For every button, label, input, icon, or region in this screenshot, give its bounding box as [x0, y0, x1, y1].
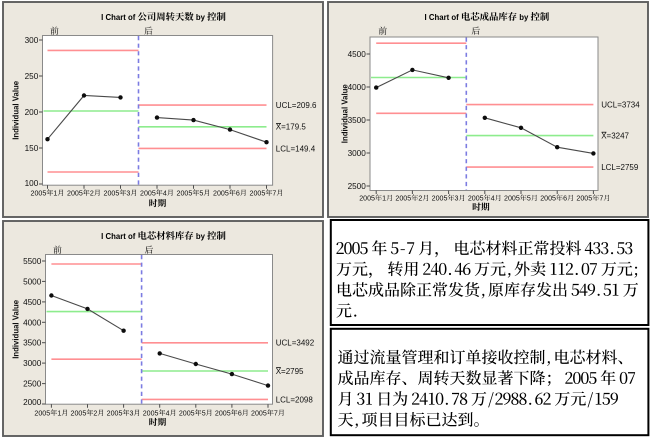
- svg-text:2500: 2500: [23, 380, 42, 389]
- svg-text:5: 5: [527, 195, 531, 203]
- svg-text:3: 3: [126, 189, 130, 197]
- svg-text:1: 1: [382, 195, 386, 203]
- svg-text:5500: 5500: [23, 257, 42, 266]
- svg-text:2005: 2005: [34, 409, 50, 417]
- svg-text:5: 5: [199, 189, 203, 197]
- svg-text:3000: 3000: [23, 359, 42, 368]
- svg-text:by: by: [196, 13, 206, 22]
- svg-text:2005: 2005: [177, 189, 193, 197]
- svg-text:7: 7: [274, 409, 278, 417]
- svg-text:X=2795: X=2795: [276, 367, 304, 376]
- svg-text:2000: 2000: [23, 398, 42, 407]
- svg-text:3: 3: [455, 195, 459, 203]
- svg-text:4000: 4000: [23, 318, 42, 327]
- svg-text:UCL=3734: UCL=3734: [601, 101, 640, 110]
- svg-text:6: 6: [563, 195, 567, 203]
- svg-text:LCL=2098: LCL=2098: [276, 395, 314, 404]
- svg-text:Individual Value: Individual Value: [341, 84, 350, 144]
- svg-text:5: 5: [202, 409, 206, 417]
- svg-text:7: 7: [272, 189, 276, 197]
- svg-text:2500: 2500: [348, 182, 367, 191]
- svg-text:300: 300: [25, 36, 39, 45]
- svg-text:I: I: [425, 13, 427, 22]
- svg-text:3500: 3500: [348, 116, 367, 125]
- svg-text:4: 4: [163, 189, 167, 197]
- svg-text:150: 150: [25, 144, 39, 153]
- svg-text:2005: 2005: [432, 195, 448, 203]
- svg-text:2005: 2005: [504, 195, 520, 203]
- svg-text:2005: 2005: [179, 409, 195, 417]
- svg-text:250: 250: [25, 72, 39, 81]
- svg-text:Chart: Chart: [105, 232, 126, 241]
- svg-text:4500: 4500: [23, 298, 42, 307]
- svg-text:6: 6: [236, 189, 240, 197]
- svg-text:2005: 2005: [104, 189, 120, 197]
- svg-text:2: 2: [90, 189, 94, 197]
- svg-text:Individual Value: Individual Value: [12, 299, 21, 359]
- svg-text:4500: 4500: [348, 50, 367, 59]
- svg-text:200: 200: [25, 108, 39, 117]
- svg-text:by: by: [519, 13, 529, 22]
- svg-text:2: 2: [93, 409, 97, 417]
- svg-text:3500: 3500: [23, 339, 42, 348]
- svg-text:2005: 2005: [215, 409, 231, 417]
- svg-text:4: 4: [491, 195, 495, 203]
- svg-text:I: I: [101, 232, 103, 241]
- svg-text:2005: 2005: [250, 189, 266, 197]
- svg-text:Chart: Chart: [429, 13, 450, 22]
- svg-text:1: 1: [53, 189, 57, 197]
- svg-text:2005: 2005: [251, 409, 267, 417]
- svg-text:of: of: [128, 13, 136, 22]
- svg-text:X=179.5: X=179.5: [276, 123, 307, 132]
- svg-text:2005: 2005: [540, 195, 556, 203]
- svg-text:UCL=3492: UCL=3492: [276, 339, 315, 348]
- svg-text:4: 4: [166, 409, 170, 417]
- svg-text:LCL=149.4: LCL=149.4: [276, 144, 316, 153]
- svg-text:of: of: [128, 232, 136, 241]
- svg-text:Individual Value: Individual Value: [12, 80, 21, 140]
- svg-text:X=3247: X=3247: [601, 132, 629, 141]
- svg-text:2005: 2005: [468, 195, 484, 203]
- svg-text:2005: 2005: [395, 195, 411, 203]
- svg-text:UCL=209.6: UCL=209.6: [276, 101, 317, 110]
- svg-text:6: 6: [238, 409, 242, 417]
- svg-text:4000: 4000: [348, 83, 367, 92]
- svg-text:2005: 2005: [359, 195, 375, 203]
- svg-text:LCL=2759: LCL=2759: [601, 163, 639, 172]
- svg-text:3: 3: [130, 409, 134, 417]
- svg-text:2005: 2005: [71, 409, 87, 417]
- svg-text:2005: 2005: [576, 195, 592, 203]
- svg-text:2005: 2005: [140, 189, 156, 197]
- svg-text:2005: 2005: [67, 189, 83, 197]
- svg-text:2005: 2005: [107, 409, 123, 417]
- svg-text:5000: 5000: [23, 277, 42, 286]
- svg-text:of: of: [451, 13, 459, 22]
- svg-text:Chart: Chart: [105, 13, 126, 22]
- svg-text:2005: 2005: [143, 409, 159, 417]
- svg-text:100: 100: [25, 179, 39, 188]
- svg-text:2005: 2005: [213, 189, 229, 197]
- svg-text:by: by: [196, 232, 206, 241]
- svg-text:3000: 3000: [348, 149, 367, 158]
- svg-text:2005: 2005: [31, 189, 47, 197]
- svg-text:1: 1: [57, 409, 61, 417]
- svg-text:I: I: [101, 13, 103, 22]
- svg-text:7: 7: [599, 195, 603, 203]
- svg-text:2: 2: [418, 195, 422, 203]
